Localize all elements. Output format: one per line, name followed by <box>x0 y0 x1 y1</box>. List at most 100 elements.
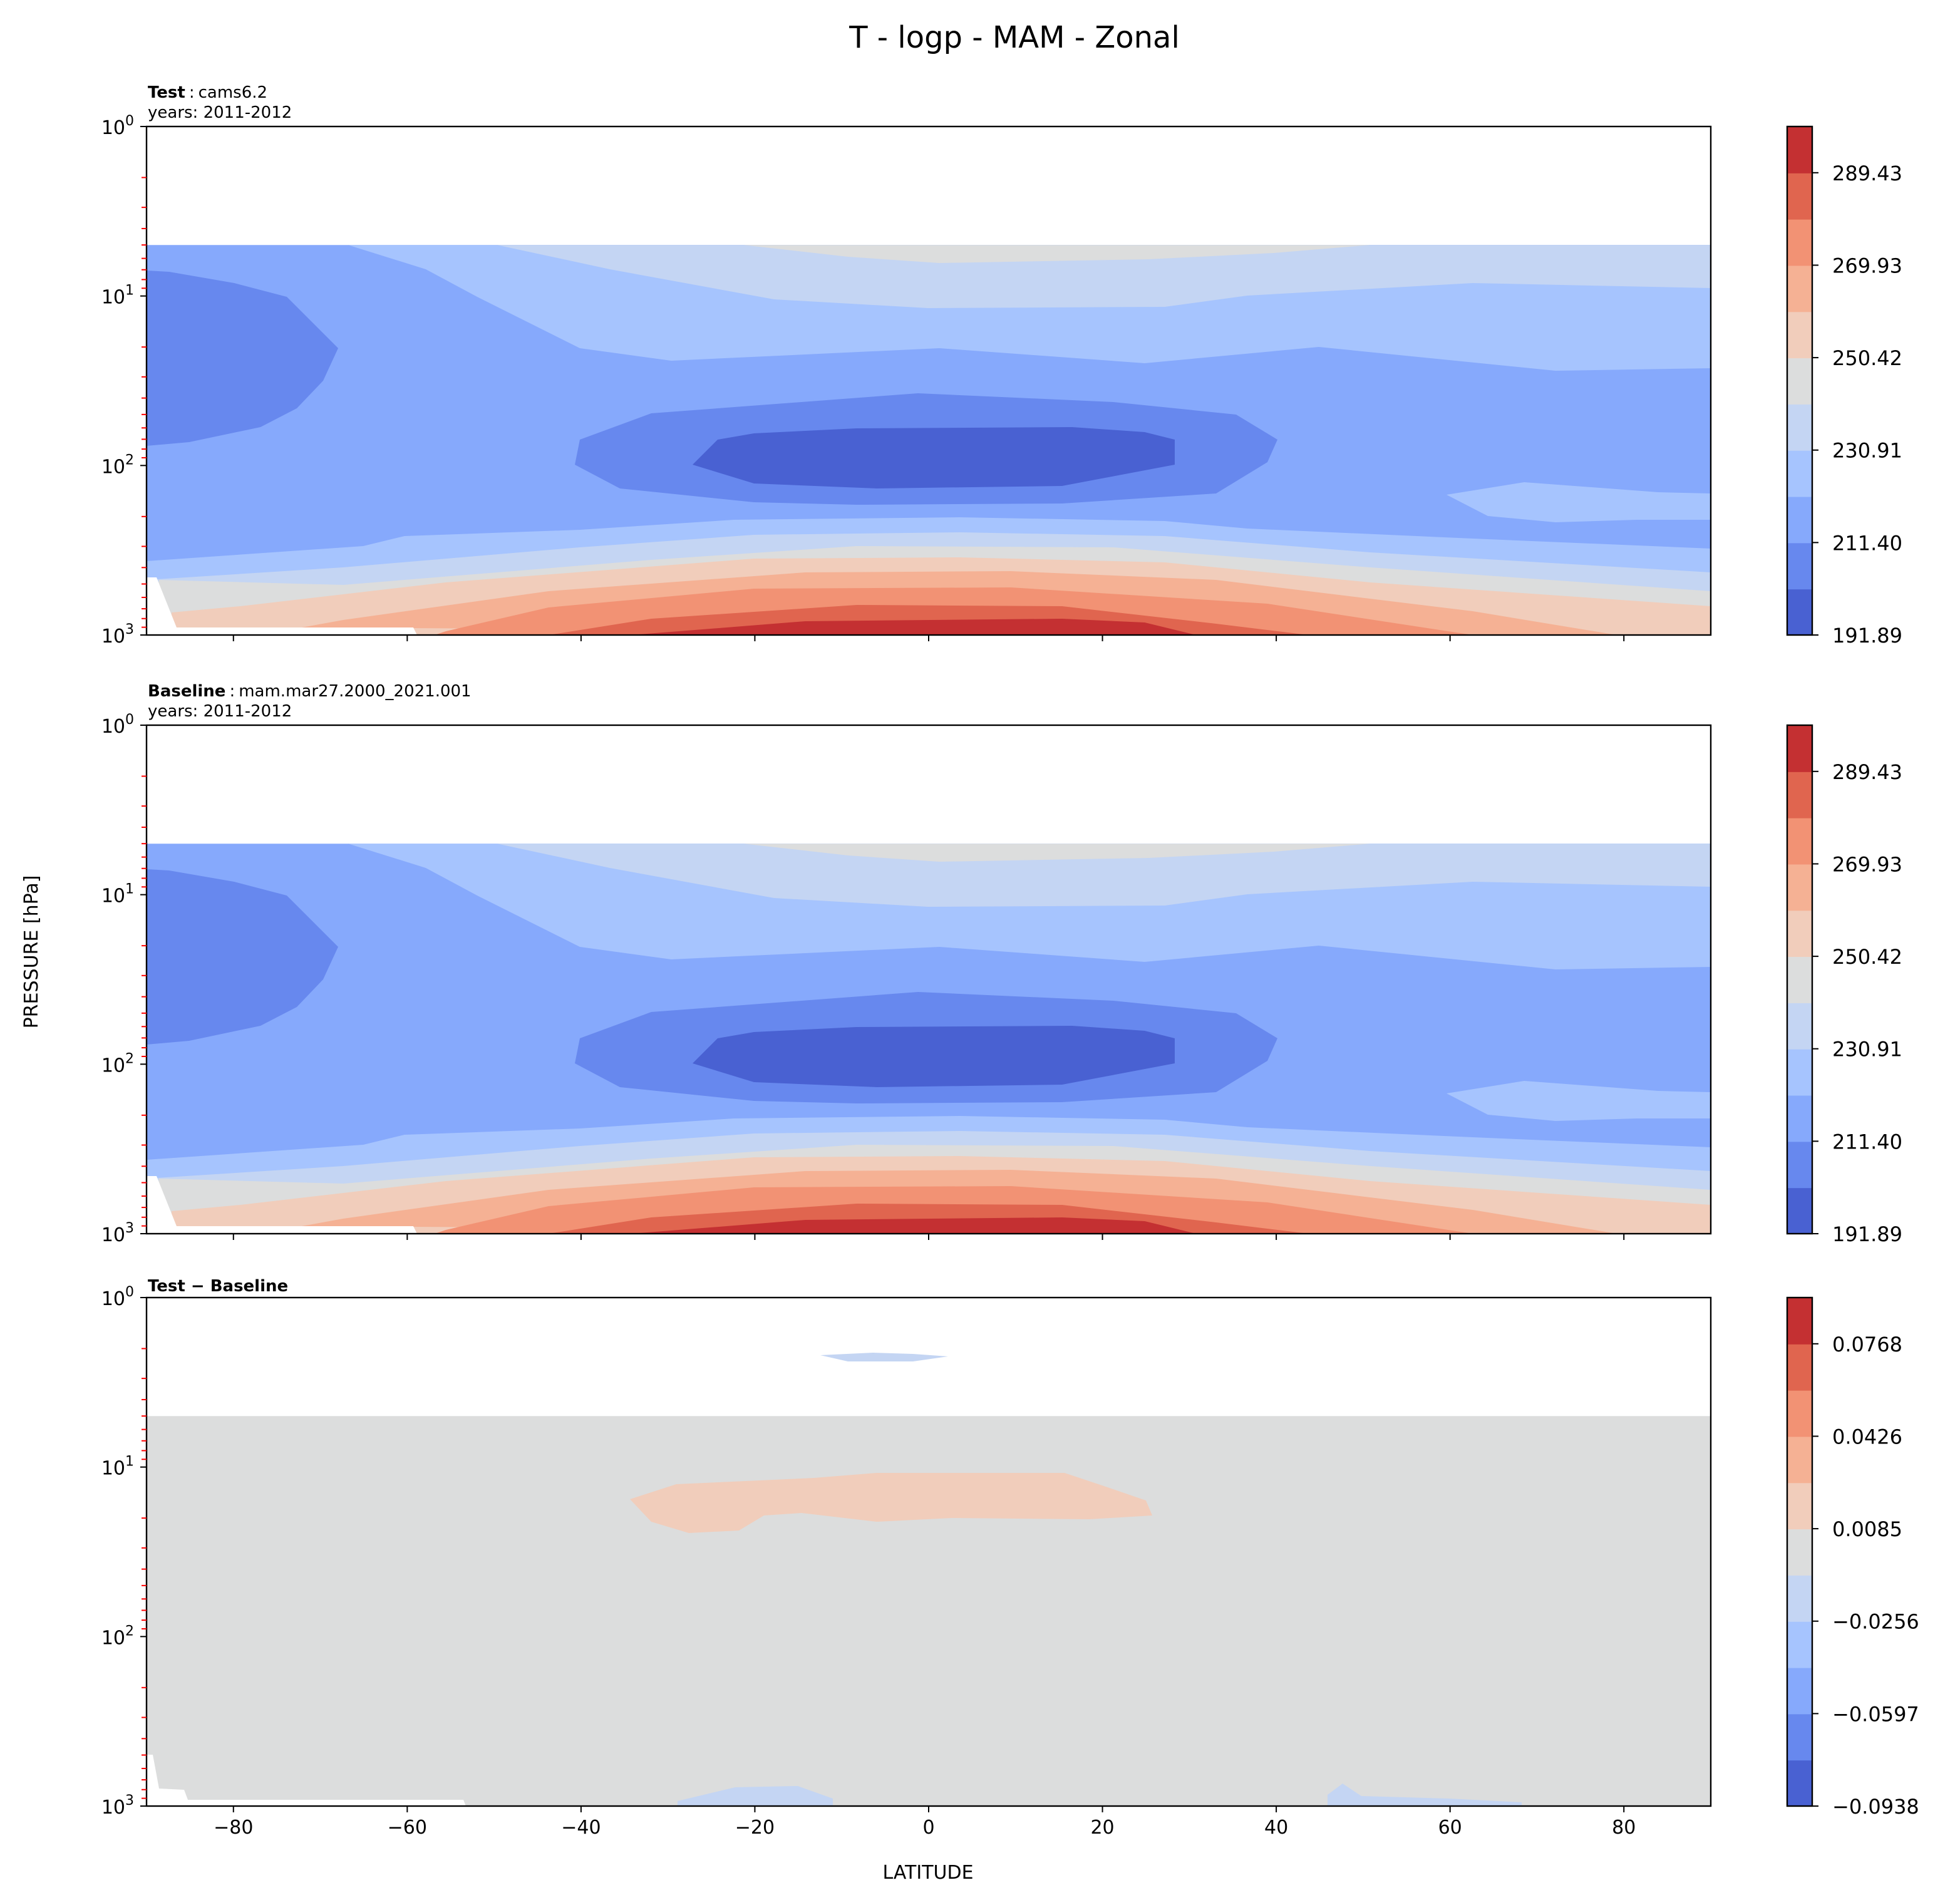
contour-arctic-band-221-231 <box>1447 482 1711 522</box>
colorbar-level <box>1787 1048 1812 1096</box>
colorbar-level <box>1787 956 1812 1003</box>
colorbar-level <box>1787 1621 1812 1668</box>
x-tick-label: −60 <box>388 1817 427 1839</box>
colorbar-level <box>1787 1390 1812 1437</box>
colorbar-level <box>1787 1298 1812 1345</box>
colorbar-level <box>1787 1574 1812 1622</box>
colorbar-level <box>1787 1713 1812 1761</box>
contour-band-240-250-top <box>744 844 1370 862</box>
panel-title-separator: : <box>229 682 235 701</box>
contour-field <box>147 1353 1711 1806</box>
colorbar-level <box>1787 771 1812 818</box>
panel-title: Test: cams6.2 <box>148 83 267 102</box>
y-tick-base: 10 <box>101 885 125 907</box>
panel-years: years: 2011-2012 <box>148 103 292 122</box>
colorbar-level <box>1787 219 1812 266</box>
y-tick-base: 10 <box>101 287 125 309</box>
colorbar-frame <box>1786 125 1813 636</box>
colorbar-tick-label: 211.40 <box>1832 531 1902 555</box>
x-tick-label: −40 <box>561 1817 601 1839</box>
x-tick-label: −20 <box>735 1817 775 1839</box>
colorbar-tick-label: 0.0768 <box>1832 1333 1902 1356</box>
y-tick-base: 10 <box>101 1797 125 1819</box>
colorbar-tick-label: 250.42 <box>1832 945 1902 969</box>
contour-band-near-zero <box>147 1416 1711 1806</box>
colorbar-tick-label: 0.0085 <box>1832 1517 1902 1541</box>
colorbar-tick-label: 230.91 <box>1832 1038 1902 1061</box>
x-tick-label: 40 <box>1264 1817 1288 1839</box>
y-tick-base: 10 <box>101 716 125 738</box>
colorbar-level <box>1787 542 1812 590</box>
colorbar-difference: −0.0938 −0.0597 −0.0256 0.0085 0.0426 0.0768 <box>1786 1296 1919 1819</box>
colorbar-level <box>1787 817 1812 865</box>
colorbar-tick-label: 191.89 <box>1832 624 1902 648</box>
contour-negative-patch-upper <box>820 1353 948 1361</box>
contour-polar-vortex-band-201-211 <box>147 869 338 1045</box>
colorbar-level <box>1787 1002 1812 1050</box>
y-tick-label: 103 <box>101 1221 134 1246</box>
contour-negative-patch-arctic <box>1328 1784 1522 1806</box>
y-tick-exponent: 2 <box>125 452 134 468</box>
colorbar-level <box>1787 1529 1812 1576</box>
y-tick-exponent: 0 <box>125 712 134 728</box>
colorbar-level <box>1787 450 1812 497</box>
y-tick-label: 102 <box>101 1623 134 1649</box>
x-tick-label: −80 <box>214 1817 253 1839</box>
contour-band-289-299 <box>631 1217 1196 1234</box>
y-tick-exponent: 1 <box>125 1454 134 1470</box>
colorbar-frame <box>1786 724 1813 1235</box>
colorbar-tick-label: 289.43 <box>1832 162 1902 185</box>
colorbar-tick-label: 230.91 <box>1832 439 1902 463</box>
colorbar-tick-label: 289.43 <box>1832 760 1902 784</box>
colorbar-level <box>1787 589 1812 636</box>
colorbar-tick-label: 269.93 <box>1832 852 1902 876</box>
colorbar-level <box>1787 1095 1812 1142</box>
colorbar-level <box>1787 1436 1812 1484</box>
y-tick-label: 101 <box>101 283 134 309</box>
contour-field <box>147 245 1711 635</box>
colorbar-tick-label: 250.42 <box>1832 346 1902 370</box>
x-tick-label: 20 <box>1090 1817 1114 1839</box>
y-tick-exponent: 2 <box>125 1623 134 1639</box>
y-tick-base: 10 <box>101 626 125 648</box>
contour-polar-vortex-band-201-211 <box>147 271 338 446</box>
y-tick-base: 10 <box>101 1288 125 1310</box>
y-tick-exponent: 3 <box>125 1221 134 1236</box>
contour-missing-data-region <box>147 1755 466 1806</box>
contour-tropopause-min-band-192-201 <box>693 427 1175 488</box>
colorbar-level <box>1787 496 1812 544</box>
y-tick-exponent: 0 <box>125 113 134 129</box>
y-tick-label: 101 <box>101 1454 134 1480</box>
panel-title-value: cams6.2 <box>199 83 267 102</box>
figure-title: T - logp - MAM - Zonal <box>848 20 1180 55</box>
colorbar-tick-label: −0.0938 <box>1832 1795 1919 1819</box>
colorbar-level <box>1787 1760 1812 1807</box>
x-tick-label: 60 <box>1438 1817 1462 1839</box>
x-tick-label: 80 <box>1612 1817 1636 1839</box>
contour-band-231-240 <box>497 245 1711 308</box>
colorbar-tick-label: −0.0597 <box>1832 1702 1919 1726</box>
y-tick-label: 100 <box>101 113 134 139</box>
y-tick-label: 102 <box>101 452 134 478</box>
y-tick-label: 100 <box>101 1284 134 1310</box>
y-tick-label: 101 <box>101 882 134 907</box>
colorbar-tick-label: 211.40 <box>1832 1130 1902 1154</box>
contour-band-289-299 <box>631 619 1196 635</box>
colorbar-level <box>1787 1482 1812 1530</box>
colorbar-frame <box>1786 1296 1813 1807</box>
panel-title-label: Test <box>148 83 185 102</box>
colorbar-level <box>1787 311 1812 359</box>
colorbar-tick-label: −0.0256 <box>1832 1610 1919 1634</box>
contour-band-240-250-top <box>744 245 1370 263</box>
contour-missing-data-region <box>147 1176 417 1234</box>
y-tick-base: 10 <box>101 456 125 478</box>
contour-tropopause-min-band-192-201 <box>693 1026 1175 1087</box>
y-tick-exponent: 0 <box>125 1284 134 1300</box>
panel-title: Test − Baseline <box>148 1277 288 1296</box>
y-tick-base: 10 <box>101 117 125 139</box>
colorbar-level <box>1787 403 1812 451</box>
